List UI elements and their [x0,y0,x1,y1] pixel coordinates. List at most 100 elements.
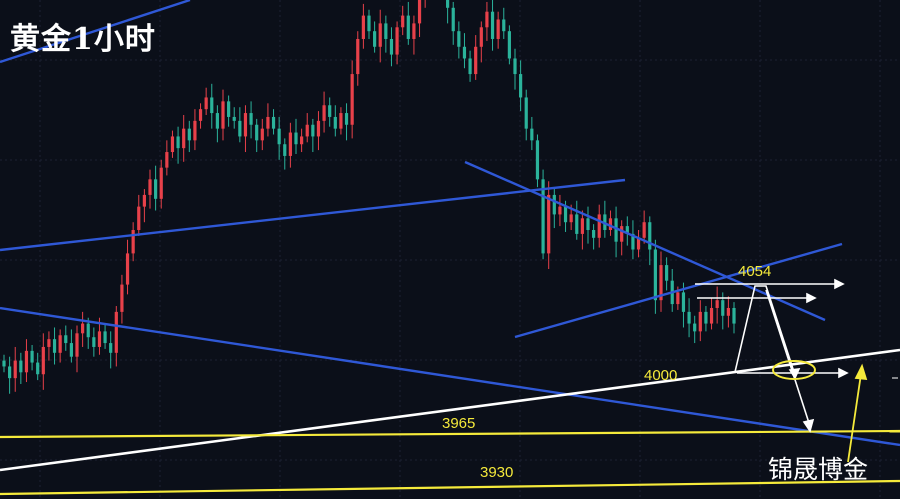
candle-body [154,179,158,199]
candle-body [468,58,472,75]
level-line-3965 [0,429,900,439]
candle-body [266,116,270,129]
label-4000: 4000 [644,367,677,384]
candle-body [277,128,281,145]
candle-body [210,97,214,114]
candle-body [238,120,242,137]
candle-body [485,11,489,28]
candle-body [311,124,315,137]
candle-body [614,218,618,242]
candle-body [563,206,568,223]
candle-body [693,323,697,332]
candle-body [24,350,29,373]
candle-body [530,128,534,141]
candle-body [86,323,90,338]
candle-body [631,233,635,250]
candle-body [92,337,96,347]
candle-body [356,38,360,75]
candle-body [373,31,377,47]
candle-body [490,11,495,39]
candle-body [19,360,23,373]
candle-body [479,27,483,47]
candle-body [30,350,34,363]
candle-body [457,31,461,47]
candle-body [142,194,146,207]
candle-body [519,74,523,98]
candle-body [496,19,500,39]
candle-body [462,46,467,59]
candle-body [502,19,506,32]
candle-body [97,331,102,347]
candle-body [361,15,365,39]
candle-body [288,132,292,156]
candle-body [636,237,641,250]
candle-body [316,120,321,137]
candle-body [75,333,79,357]
candle-body [726,307,730,316]
candle-body [620,226,624,242]
candle-body [586,218,590,231]
candle-body [232,116,236,121]
candle-body [552,194,556,215]
candle-body [2,360,6,367]
label-3930: 3930 [480,464,513,481]
candle-body [120,284,124,312]
candle-body [642,222,646,238]
candle-body [114,311,118,353]
candle-body [665,265,669,281]
candle-body [709,307,714,324]
candle-body [227,101,231,117]
candle-body [249,113,253,125]
candle-body [575,214,579,234]
candle-body [41,346,45,375]
candle-body [260,128,264,141]
candle-body [653,249,657,301]
candle-body [715,300,719,308]
candle-body [344,113,349,125]
label-4054: 4054 [738,263,771,280]
candle-body [350,74,354,125]
trendline-falling-resistance [464,160,826,322]
candle-body [182,128,186,149]
candle-body [36,362,40,375]
candle-body [69,343,73,357]
candle-body [648,222,652,250]
candle-body [558,206,562,215]
candle-body [170,136,175,153]
candle-body [687,311,691,324]
trendline-rising-support [514,242,843,339]
candle-body [608,218,613,231]
candle-body [547,194,551,254]
candle-body [513,58,517,75]
trendline-long-falling [0,306,900,447]
candle-body [198,109,203,121]
candle-body [305,124,309,137]
candle-body [401,15,405,28]
candle-body [417,0,422,24]
candle-body [446,0,450,8]
candle-body [300,136,304,145]
candle-body [535,140,540,180]
candle-body [283,144,287,156]
candle-body [580,218,584,234]
candle-body [193,120,197,141]
candle-body [625,226,629,234]
candle-body [176,136,180,149]
trendline-top-left [0,0,191,64]
candle-body [165,152,169,168]
candle-body [597,214,601,238]
candle-body [148,179,152,195]
candle-body [681,292,686,312]
candle-body [451,7,455,32]
candle-body [81,323,85,334]
candle-body [215,113,219,129]
candle-body [704,311,708,324]
candle-body [367,15,371,32]
candle-body [721,300,725,316]
candle-body [378,23,382,47]
candle-body [204,97,208,110]
support-line-white [0,348,900,472]
candle-body [109,343,113,353]
candle-body [221,101,225,129]
